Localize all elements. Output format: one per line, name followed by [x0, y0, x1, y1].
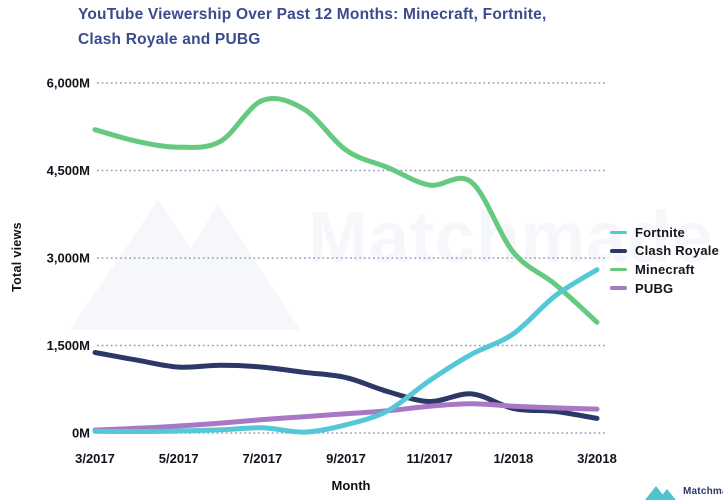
legend-item-clash-royale: Clash Royale: [610, 242, 719, 261]
legend-swatch-icon: [610, 286, 627, 290]
y-tick-label: 6,000M: [47, 76, 90, 91]
legend-swatch-icon: [610, 267, 627, 272]
x-tick-label: 9/2017: [326, 451, 366, 466]
y-tick-label: 3,000M: [47, 251, 90, 266]
series-line-fortnite: [92, 267, 600, 435]
y-tick-label: 4,500M: [47, 163, 90, 178]
chart-title-line-1: YouTube Viewership Over Past 12 Months: …: [78, 6, 547, 23]
y-axis-title: Total views: [10, 222, 24, 292]
brand-mountains-icon: [645, 486, 676, 500]
x-tick-label: 3/2018: [577, 451, 617, 466]
chart-legend: Fortnite Clash Royale Minecraft PUBG: [610, 223, 719, 297]
chart-title-line-2: Clash Royale and PUBG: [78, 31, 261, 48]
series-line-pubg: [92, 401, 600, 433]
legend-label: Minecraft: [635, 261, 695, 277]
x-tick-label: 5/2017: [159, 451, 199, 466]
legend-label: Clash Royale: [635, 243, 720, 259]
legend-item-pubg: PUBG: [610, 279, 719, 298]
x-tick-label: 1/2018: [493, 451, 533, 466]
y-tick-label: 0M: [72, 426, 90, 441]
y-tick-label: 1,500M: [47, 338, 90, 353]
x-axis-title: Month: [331, 478, 371, 493]
brand-logo: Matchmade: [645, 483, 723, 500]
series-line-minecraft: [92, 95, 600, 325]
x-tick-label: 3/2017: [75, 451, 115, 466]
legend-label: PUBG: [635, 280, 674, 296]
watermark-mountain-icon: [140, 204, 300, 330]
legend-item-minecraft: Minecraft: [610, 260, 719, 279]
legend-item-fortnite: Fortnite: [610, 223, 719, 242]
x-tick-label: 11/2017: [407, 451, 453, 466]
x-tick-label: 7/2017: [242, 451, 282, 466]
watermark-text: Matchmade: [308, 198, 713, 278]
legend-swatch-icon: [610, 249, 627, 253]
brand-logo-text: Matchmade: [683, 486, 723, 497]
legend-swatch-icon: [610, 230, 627, 235]
legend-label: Fortnite: [635, 224, 685, 240]
chart-title: YouTube Viewership Over Past 12 Months: …: [78, 2, 638, 52]
